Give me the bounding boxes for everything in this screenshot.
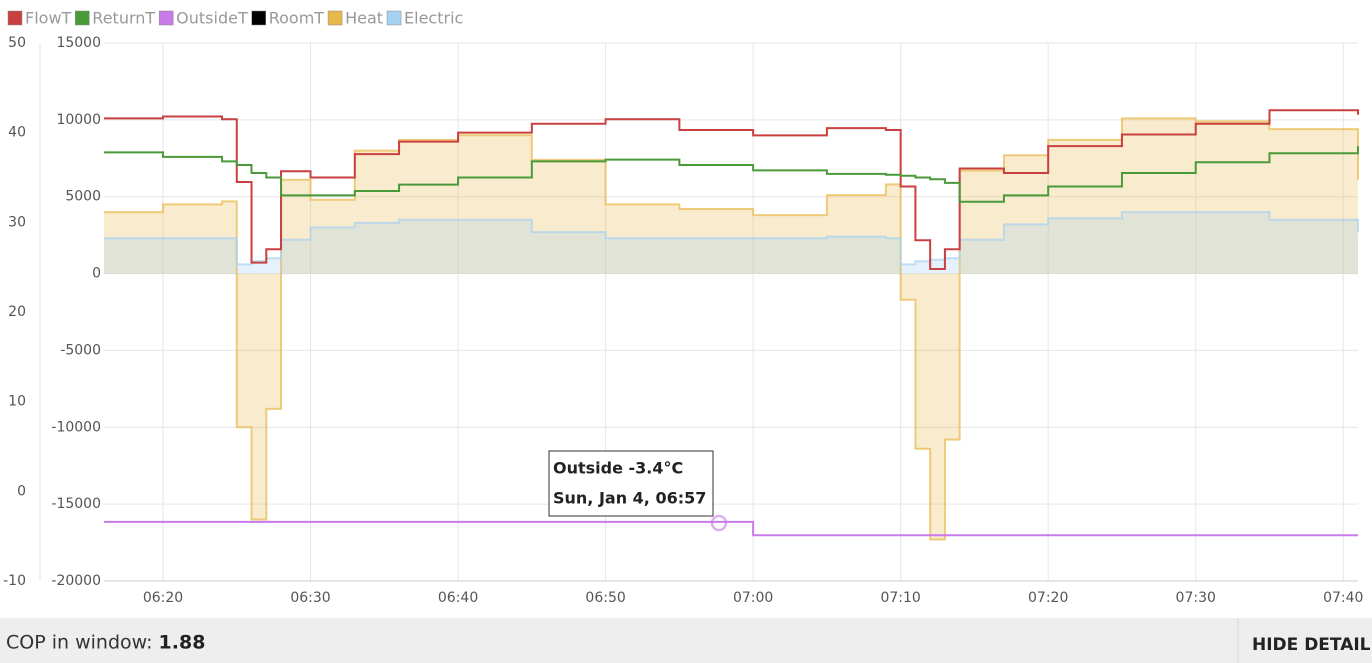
x-tick-label: 06:50 [585, 590, 625, 606]
x-tick-label: 06:20 [143, 590, 183, 606]
x-tick-label: 06:30 [290, 590, 330, 606]
x-tick-label: 07:00 [733, 590, 773, 606]
x-tick-label: 07:10 [880, 590, 920, 606]
x-tick-label: 07:20 [1028, 590, 1068, 606]
tooltip-box [548, 450, 714, 517]
x-tick-label: 06:40 [438, 590, 478, 606]
y-tick-label: 40 [8, 125, 26, 141]
lines [104, 109, 1359, 537]
tooltip-line: Outside -3.4°C [553, 459, 683, 478]
y2-tick-label: 10000 [56, 112, 101, 128]
y-tick-label: 10 [8, 394, 26, 410]
x-tick-label: 07:40 [1323, 590, 1363, 606]
y-tick-label: -10 [3, 573, 26, 589]
legend-label: OutsideT [176, 9, 248, 28]
line [104, 520, 1358, 537]
legend-label: RoomT [269, 9, 325, 28]
legend-swatch [7, 10, 23, 26]
legend-label: Electric [404, 9, 463, 28]
area [104, 212, 1358, 274]
legend-swatch [158, 10, 174, 26]
legend-label: ReturnT [92, 9, 155, 28]
y-tick-label: 0 [17, 483, 26, 499]
footer-bar [0, 618, 1372, 663]
y2-tick-label: 5000 [65, 189, 101, 205]
tooltip: Outside -3.4°C Sun, Jan 4, 06:57 [548, 450, 714, 517]
hide-detail-button[interactable]: HIDE DETAIL [1252, 635, 1371, 655]
cop-value: 1.88 [159, 632, 206, 654]
legend: FlowT ReturnT OutsideT RoomT Heat Electric [7, 9, 463, 28]
y2-tick-label: -20000 [51, 573, 101, 589]
line [104, 146, 1359, 203]
y2-tick-label: 0 [92, 266, 101, 282]
x-tick-label: 07:30 [1176, 590, 1216, 606]
legend-swatch [327, 10, 343, 26]
area [104, 118, 1358, 540]
y2-tick-label: -5000 [60, 342, 101, 358]
y2-tick-label: 15000 [56, 35, 101, 51]
legend-swatch [251, 10, 266, 26]
tooltip-line: Sun, Jan 4, 06:57 [553, 489, 706, 508]
legend-label: FlowT [25, 9, 72, 28]
legend-label: Heat [345, 9, 383, 28]
y-tick-label: 50 [8, 35, 26, 51]
cop-label: COP in window: [6, 632, 153, 654]
y-tick-label: 20 [8, 304, 26, 320]
y2-tick-label: -10000 [51, 419, 101, 435]
legend-swatch [75, 10, 90, 26]
line [104, 109, 1359, 270]
y2-tick-label: -15000 [51, 496, 101, 512]
hover-point [710, 514, 728, 532]
y-tick-label: 30 [8, 214, 26, 230]
legend-swatch [386, 10, 402, 26]
areas [104, 117, 1359, 541]
